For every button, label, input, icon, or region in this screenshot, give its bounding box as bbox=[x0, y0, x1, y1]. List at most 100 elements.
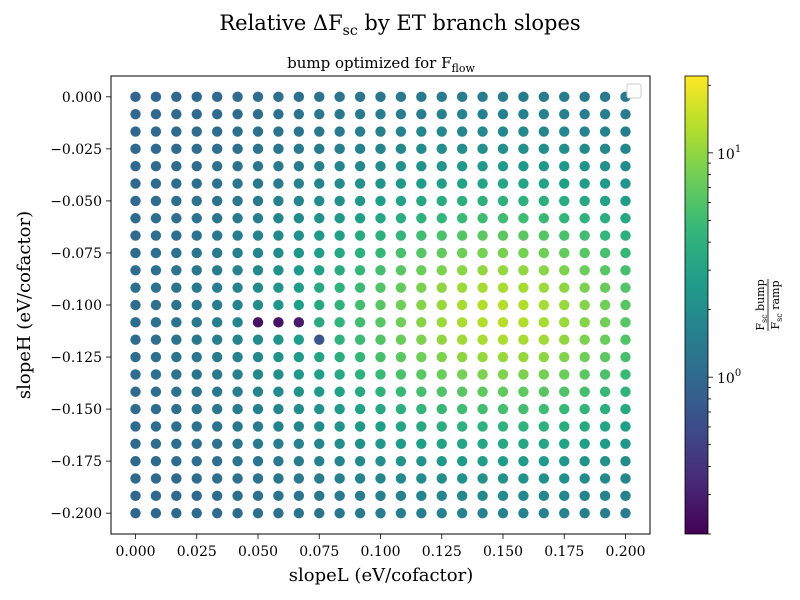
data-point bbox=[314, 473, 325, 484]
data-point bbox=[130, 334, 141, 345]
data-point bbox=[579, 247, 590, 259]
data-point bbox=[293, 91, 305, 103]
data-point bbox=[416, 178, 427, 189]
data-point bbox=[456, 317, 468, 328]
data-point bbox=[334, 195, 345, 207]
data-point bbox=[232, 126, 243, 137]
data-point bbox=[191, 213, 202, 224]
data-point bbox=[559, 91, 570, 103]
data-point bbox=[375, 178, 386, 189]
data-point bbox=[477, 91, 488, 103]
data-point bbox=[354, 386, 366, 397]
data-point bbox=[314, 317, 325, 328]
data-point bbox=[538, 178, 550, 189]
data-point bbox=[477, 282, 488, 293]
data-point bbox=[456, 421, 468, 432]
data-points bbox=[130, 91, 631, 519]
data-point bbox=[293, 507, 305, 519]
data-point bbox=[395, 213, 407, 224]
data-point bbox=[456, 143, 468, 155]
data-point bbox=[354, 490, 366, 502]
data-point bbox=[211, 299, 223, 311]
data-point bbox=[599, 334, 611, 345]
data-point bbox=[252, 299, 264, 311]
data-point bbox=[314, 369, 325, 380]
colorbar bbox=[684, 75, 709, 535]
data-point bbox=[518, 247, 529, 259]
data-point bbox=[559, 334, 570, 345]
data-point bbox=[456, 351, 468, 363]
data-point bbox=[375, 438, 386, 449]
data-point bbox=[599, 195, 611, 207]
data-point bbox=[314, 507, 325, 519]
data-point bbox=[456, 386, 468, 397]
data-point bbox=[620, 317, 631, 328]
data-point bbox=[354, 230, 366, 241]
y-axis-label: slopeH (eV/cofactor) bbox=[14, 211, 35, 399]
data-point bbox=[599, 438, 611, 449]
data-point bbox=[497, 265, 509, 276]
data-point bbox=[497, 91, 509, 103]
data-point bbox=[293, 126, 305, 137]
data-point bbox=[130, 247, 141, 259]
data-point bbox=[477, 421, 488, 432]
data-point bbox=[477, 369, 488, 380]
data-point bbox=[620, 282, 631, 293]
data-point bbox=[477, 403, 488, 415]
data-point bbox=[375, 421, 386, 432]
data-point bbox=[395, 438, 407, 449]
data-point bbox=[579, 317, 590, 328]
data-point bbox=[211, 161, 223, 172]
data-point bbox=[334, 143, 345, 155]
data-point bbox=[354, 108, 366, 120]
data-point bbox=[375, 299, 386, 311]
data-point bbox=[314, 178, 325, 189]
data-point bbox=[497, 455, 509, 467]
data-point bbox=[436, 195, 447, 207]
data-point bbox=[436, 334, 447, 345]
data-point bbox=[252, 351, 264, 363]
data-point bbox=[375, 126, 386, 137]
data-point bbox=[559, 126, 570, 137]
data-point bbox=[456, 490, 468, 502]
data-point bbox=[579, 143, 590, 155]
data-point bbox=[130, 317, 141, 328]
data-point bbox=[579, 421, 590, 432]
data-point bbox=[395, 91, 407, 103]
data-point bbox=[375, 91, 386, 103]
data-point bbox=[518, 455, 529, 467]
data-point bbox=[518, 178, 529, 189]
data-point bbox=[477, 230, 488, 241]
data-point bbox=[579, 369, 590, 380]
data-point bbox=[599, 507, 611, 519]
data-point bbox=[456, 161, 468, 172]
data-point bbox=[191, 386, 202, 397]
data-point bbox=[477, 438, 488, 449]
data-point bbox=[620, 126, 631, 137]
data-point bbox=[518, 403, 529, 415]
colorbar-tick-label: 100 bbox=[717, 368, 741, 387]
data-point bbox=[211, 230, 223, 241]
data-point bbox=[314, 213, 325, 224]
data-point bbox=[334, 455, 345, 467]
data-point bbox=[477, 386, 488, 397]
data-point bbox=[416, 91, 427, 103]
y-tick-label: 0.000 bbox=[62, 90, 102, 106]
x-tick-label: 0.150 bbox=[483, 544, 523, 560]
data-point bbox=[456, 455, 468, 467]
data-point bbox=[477, 299, 488, 311]
data-point bbox=[171, 126, 182, 137]
data-point bbox=[456, 369, 468, 380]
data-point bbox=[314, 438, 325, 449]
data-point bbox=[599, 282, 611, 293]
data-point bbox=[130, 438, 141, 449]
data-point bbox=[375, 265, 386, 276]
data-point bbox=[477, 351, 488, 363]
data-point bbox=[130, 230, 141, 241]
data-point bbox=[416, 317, 427, 328]
data-point bbox=[232, 299, 243, 311]
data-point bbox=[191, 473, 202, 484]
data-point bbox=[171, 213, 182, 224]
data-point bbox=[171, 265, 182, 276]
data-point bbox=[497, 247, 509, 259]
